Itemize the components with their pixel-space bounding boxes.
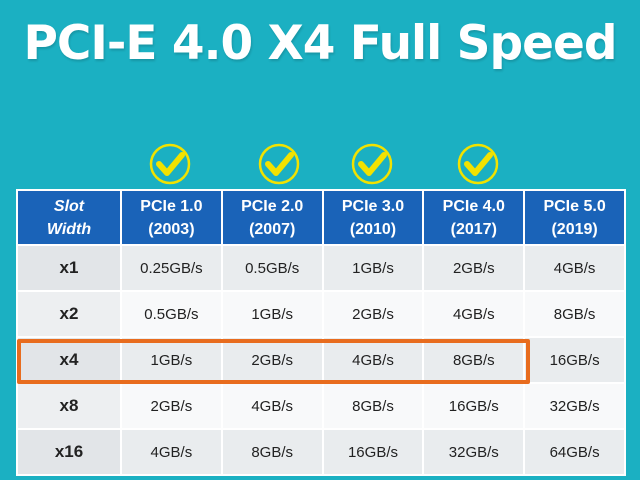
table-row-x2: x2 0.5GB/s 1GB/s 2GB/s 4GB/s 8GB/s [16,290,626,338]
table-cell: 0.25GB/s [120,244,223,292]
table-row-x8: x8 2GB/s 4GB/s 8GB/s 16GB/s 32GB/s [16,382,626,430]
column-name: PCIe 5.0 [543,197,606,215]
row-label: x2 [16,290,122,338]
table-cell: 32GB/s [422,428,526,476]
table-cell: 0.5GB/s [220,244,324,292]
table-cell: 2GB/s [321,290,425,338]
table-cell: 64GB/s [523,428,626,476]
column-header-pcie3: PCIe 3.0 (2010) [321,189,425,246]
column-year: (2007) [249,220,296,238]
column-name: PCIe 4.0 [442,197,505,215]
checkmark-icon [148,142,192,186]
slot-width-line2: Width [46,220,92,238]
table-cell: 4GB/s [422,290,526,338]
column-header-pcie2: PCIe 2.0 (2007) [220,189,324,246]
table-cell: 2GB/s [120,382,223,430]
table-cell: 8GB/s [220,428,324,476]
table-cell: 32GB/s [523,382,626,430]
column-year: (2017) [450,220,497,238]
table-cell: 1GB/s [321,244,425,292]
row-label: x8 [16,382,122,430]
table-cell: 8GB/s [321,382,425,430]
table-cell: 4GB/s [321,336,425,384]
slot-width-header: Slot Width [16,189,122,246]
table-cell: 4GB/s [120,428,223,476]
bandwidth-table: Slot Width PCIe 1.0 (2003) PCIe 2.0 (200… [16,189,626,476]
column-year: (2003) [148,220,195,238]
table-row-x1: x1 0.25GB/s 0.5GB/s 1GB/s 2GB/s 4GB/s [16,244,626,292]
column-header-pcie4: PCIe 4.0 (2017) [422,189,526,246]
table-row-x16: x16 4GB/s 8GB/s 16GB/s 32GB/s 64GB/s [16,428,626,476]
column-name: PCIe 3.0 [341,197,405,215]
table-cell: 16GB/s [422,382,526,430]
column-name: PCIe 2.0 [241,197,304,215]
column-year: (2019) [551,220,598,238]
table-cell: 2GB/s [220,336,324,384]
table-cell: 4GB/s [523,244,626,292]
table-row-x4: x4 1GB/s 2GB/s 4GB/s 8GB/s 16GB/s [16,336,626,384]
table-cell: 16GB/s [523,336,626,384]
table-cell: 16GB/s [321,428,425,476]
table-cell: 2GB/s [422,244,526,292]
column-header-pcie1: PCIe 1.0 (2003) [120,189,223,246]
table-cell: 1GB/s [120,336,223,384]
table-cell: 0.5GB/s [120,290,223,338]
row-label: x16 [16,428,122,476]
checkmark-icon [257,142,301,186]
column-year: (2010) [349,220,397,238]
row-label: x4 [16,336,122,384]
checkmark-icon [350,142,394,186]
table-cell: 1GB/s [220,290,324,338]
table-header-row: Slot Width PCIe 1.0 (2003) PCIe 2.0 (200… [16,189,626,246]
column-name: PCIe 1.0 [140,197,203,215]
banner-title: PCI-E 4.0 X4 Full Speed [23,16,617,71]
slot-width-line1: Slot [53,197,85,215]
column-header-pcie5: PCIe 5.0 (2019) [523,189,626,246]
table-cell: 8GB/s [523,290,626,338]
table-cell: 4GB/s [220,382,324,430]
table-cell: 8GB/s [422,336,526,384]
row-label: x1 [16,244,122,292]
checkmark-icon [456,142,500,186]
